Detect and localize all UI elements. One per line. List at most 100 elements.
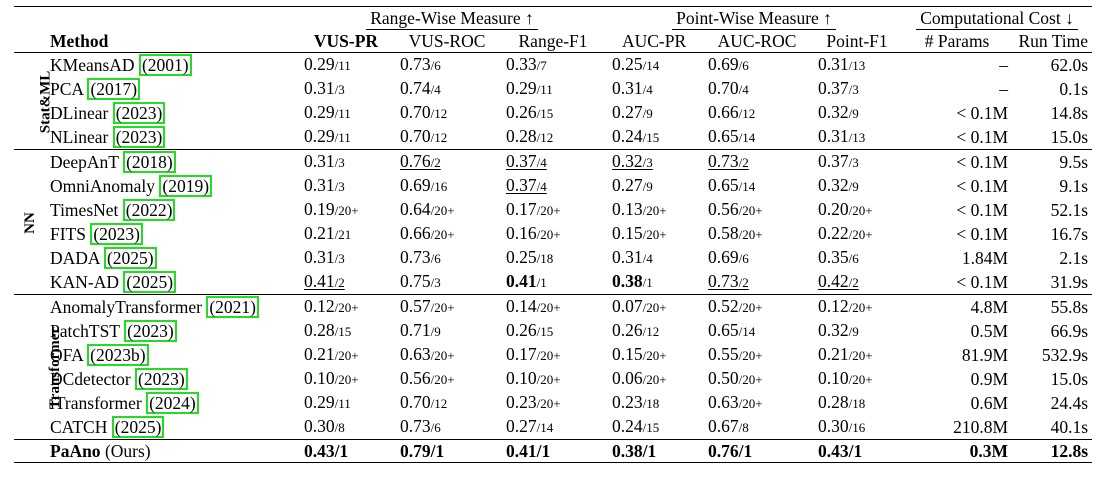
metric-value: 0.15 bbox=[612, 223, 643, 244]
metric-rank: /8 bbox=[738, 420, 749, 436]
metric-rank: /20+ bbox=[430, 203, 455, 219]
metric-rank: /15 bbox=[334, 324, 352, 340]
metric-rank: /12 bbox=[738, 106, 756, 122]
params-cell: 210.8M bbox=[953, 417, 1009, 438]
metric-cell: 0.56/20+ bbox=[702, 198, 812, 222]
metric-value: 0.71 bbox=[400, 320, 431, 341]
citation-link[interactable]: (2023b) bbox=[87, 344, 149, 367]
metric-rank: /3 bbox=[430, 275, 441, 291]
metric-value: 0.37 bbox=[506, 175, 537, 196]
metric-cell: 0.37/3 bbox=[812, 77, 902, 101]
params-cell: < 0.1M bbox=[956, 103, 1009, 124]
metric-value: 0.07 bbox=[612, 296, 643, 317]
metric-value: 0.27 bbox=[612, 175, 643, 196]
runtime-cell: 24.4s bbox=[1050, 393, 1089, 414]
metric-value: 0.26 bbox=[506, 102, 537, 123]
method-label: KMeansAD bbox=[50, 55, 139, 76]
metric-cell: 0.31/13 bbox=[812, 125, 902, 150]
metric-cell: 0.73/6 bbox=[394, 52, 500, 78]
ours-row: PaAno (Ours) 0.43/1 0.79/1 0.41/1 0.38/1 0.76… bbox=[14, 439, 1093, 464]
citation-link[interactable]: (2023) bbox=[112, 102, 166, 125]
citation-link[interactable]: (2025) bbox=[103, 247, 157, 270]
metric-rank: /20+ bbox=[738, 372, 763, 388]
method-name: KMeansAD (2001) bbox=[46, 52, 298, 78]
metric-rank: /20+ bbox=[430, 300, 455, 316]
metric-rank: /20+ bbox=[536, 348, 561, 364]
citation-link[interactable]: (2025) bbox=[111, 416, 165, 439]
metric-cell: 0.27/14 bbox=[500, 415, 606, 440]
metric-value: 0.24 bbox=[612, 416, 643, 437]
metric-cell: 0.63/20+ bbox=[702, 391, 812, 415]
metric-value: 0.31 bbox=[612, 247, 643, 268]
metric-rank: /8 bbox=[334, 420, 345, 436]
group-range-label: Range-Wise Measure ↑ bbox=[366, 7, 538, 30]
citation-link[interactable]: (2019) bbox=[159, 175, 213, 198]
metric-rank: /20+ bbox=[738, 227, 763, 243]
metric-cell: 0.25/18 bbox=[500, 246, 606, 270]
metric-rank: /6 bbox=[430, 251, 441, 267]
metric-cell: 0.73/2 bbox=[702, 270, 812, 295]
metric-cell: 0.12/20+ bbox=[298, 294, 394, 320]
table-row: Stat&ML KMeansAD (2001) 0.29/11 0.73/6 0.33/… bbox=[14, 52, 1093, 150]
metric-cell: 0.21/21 bbox=[298, 222, 394, 246]
metric-value: 0.32 bbox=[818, 102, 849, 123]
citation-link[interactable]: (2023) bbox=[112, 126, 166, 149]
params-cell: < 0.1M bbox=[956, 127, 1009, 148]
citation-link[interactable]: (2018) bbox=[123, 151, 176, 174]
method-label: CATCH bbox=[50, 417, 112, 438]
metric-value: 0.29 bbox=[304, 54, 335, 75]
metric-rank: /20+ bbox=[642, 300, 667, 316]
metric-cell: 0.74/4 bbox=[394, 77, 500, 101]
metric-rank: /2 bbox=[738, 275, 749, 291]
method-label: FITS bbox=[50, 224, 91, 245]
metric-value: 0.73 bbox=[708, 151, 739, 172]
metric-cell: 0.65/14 bbox=[702, 174, 812, 198]
metric-value: 0.42 bbox=[818, 271, 849, 292]
citation-link[interactable]: (2001) bbox=[138, 54, 192, 77]
metric-cell: 0.69/16 bbox=[394, 174, 500, 198]
metric-cell: 0.67/8 bbox=[702, 415, 812, 440]
metric-value: 0.28 bbox=[304, 320, 335, 341]
citation-link[interactable]: (2022) bbox=[122, 199, 176, 222]
metric-value: 0.73 bbox=[400, 54, 431, 75]
group-cost-label: Computational Cost ↓ bbox=[916, 7, 1078, 30]
method-name: AnomalyTransformer (2021) bbox=[46, 294, 298, 320]
metric-cell: 0.58/20+ bbox=[702, 222, 812, 246]
metric-cell: 0.52/20+ bbox=[702, 294, 813, 320]
metric-value: 0.31 bbox=[818, 54, 849, 75]
citation-link[interactable]: (2023) bbox=[135, 368, 188, 391]
col-header-0: VUS-PR bbox=[313, 31, 379, 52]
metric-cell: 0.71/9 bbox=[394, 319, 500, 343]
citation-link[interactable]: (2023) bbox=[90, 223, 144, 246]
metric-value: 0.31 bbox=[818, 126, 849, 147]
metric-rank: /20+ bbox=[848, 227, 873, 243]
metric-rank: /20+ bbox=[334, 348, 359, 364]
metric-rank: /12 bbox=[642, 324, 660, 340]
citation-link[interactable]: (2024) bbox=[146, 392, 199, 415]
metric-rank: /15 bbox=[642, 130, 660, 146]
metric-cell: 0.50/20+ bbox=[702, 367, 812, 391]
table-row: DLinear (2023) 0.29/11 0.70/12 0.26/15 0.27/… bbox=[14, 101, 1092, 125]
metric-value: 0.65 bbox=[708, 126, 739, 147]
metric-rank: /14 bbox=[738, 179, 756, 195]
params-cell: < 0.1M bbox=[956, 224, 1009, 245]
metric-value: 0.73 bbox=[400, 247, 431, 268]
citation-link[interactable]: (2023) bbox=[124, 320, 177, 343]
metric-value: 0.55 bbox=[708, 344, 739, 365]
metric-value: 0.10 bbox=[506, 368, 537, 389]
metric-cell: 0.37/4 bbox=[500, 149, 607, 175]
params-cell: < 0.1M bbox=[956, 176, 1009, 197]
metric-rank: /20+ bbox=[536, 300, 561, 316]
metric-rank: /18 bbox=[536, 251, 554, 267]
metric-cell: 0.55/20+ bbox=[702, 343, 812, 367]
metric-rank: /20+ bbox=[848, 348, 873, 364]
citation-link[interactable]: (2017) bbox=[87, 78, 141, 101]
metric-value: 0.12 bbox=[304, 296, 335, 317]
citation-link[interactable]: (2025) bbox=[123, 271, 177, 294]
ours-runtime-cell: 12.8s bbox=[1012, 439, 1093, 464]
metric-value: 0.28 bbox=[506, 126, 537, 147]
citation-link[interactable]: (2021) bbox=[206, 296, 260, 319]
metric-cell: 0.30/16 bbox=[812, 415, 902, 440]
col-header-1: VUS-ROC bbox=[408, 31, 486, 52]
params-cell: – bbox=[902, 52, 1013, 78]
